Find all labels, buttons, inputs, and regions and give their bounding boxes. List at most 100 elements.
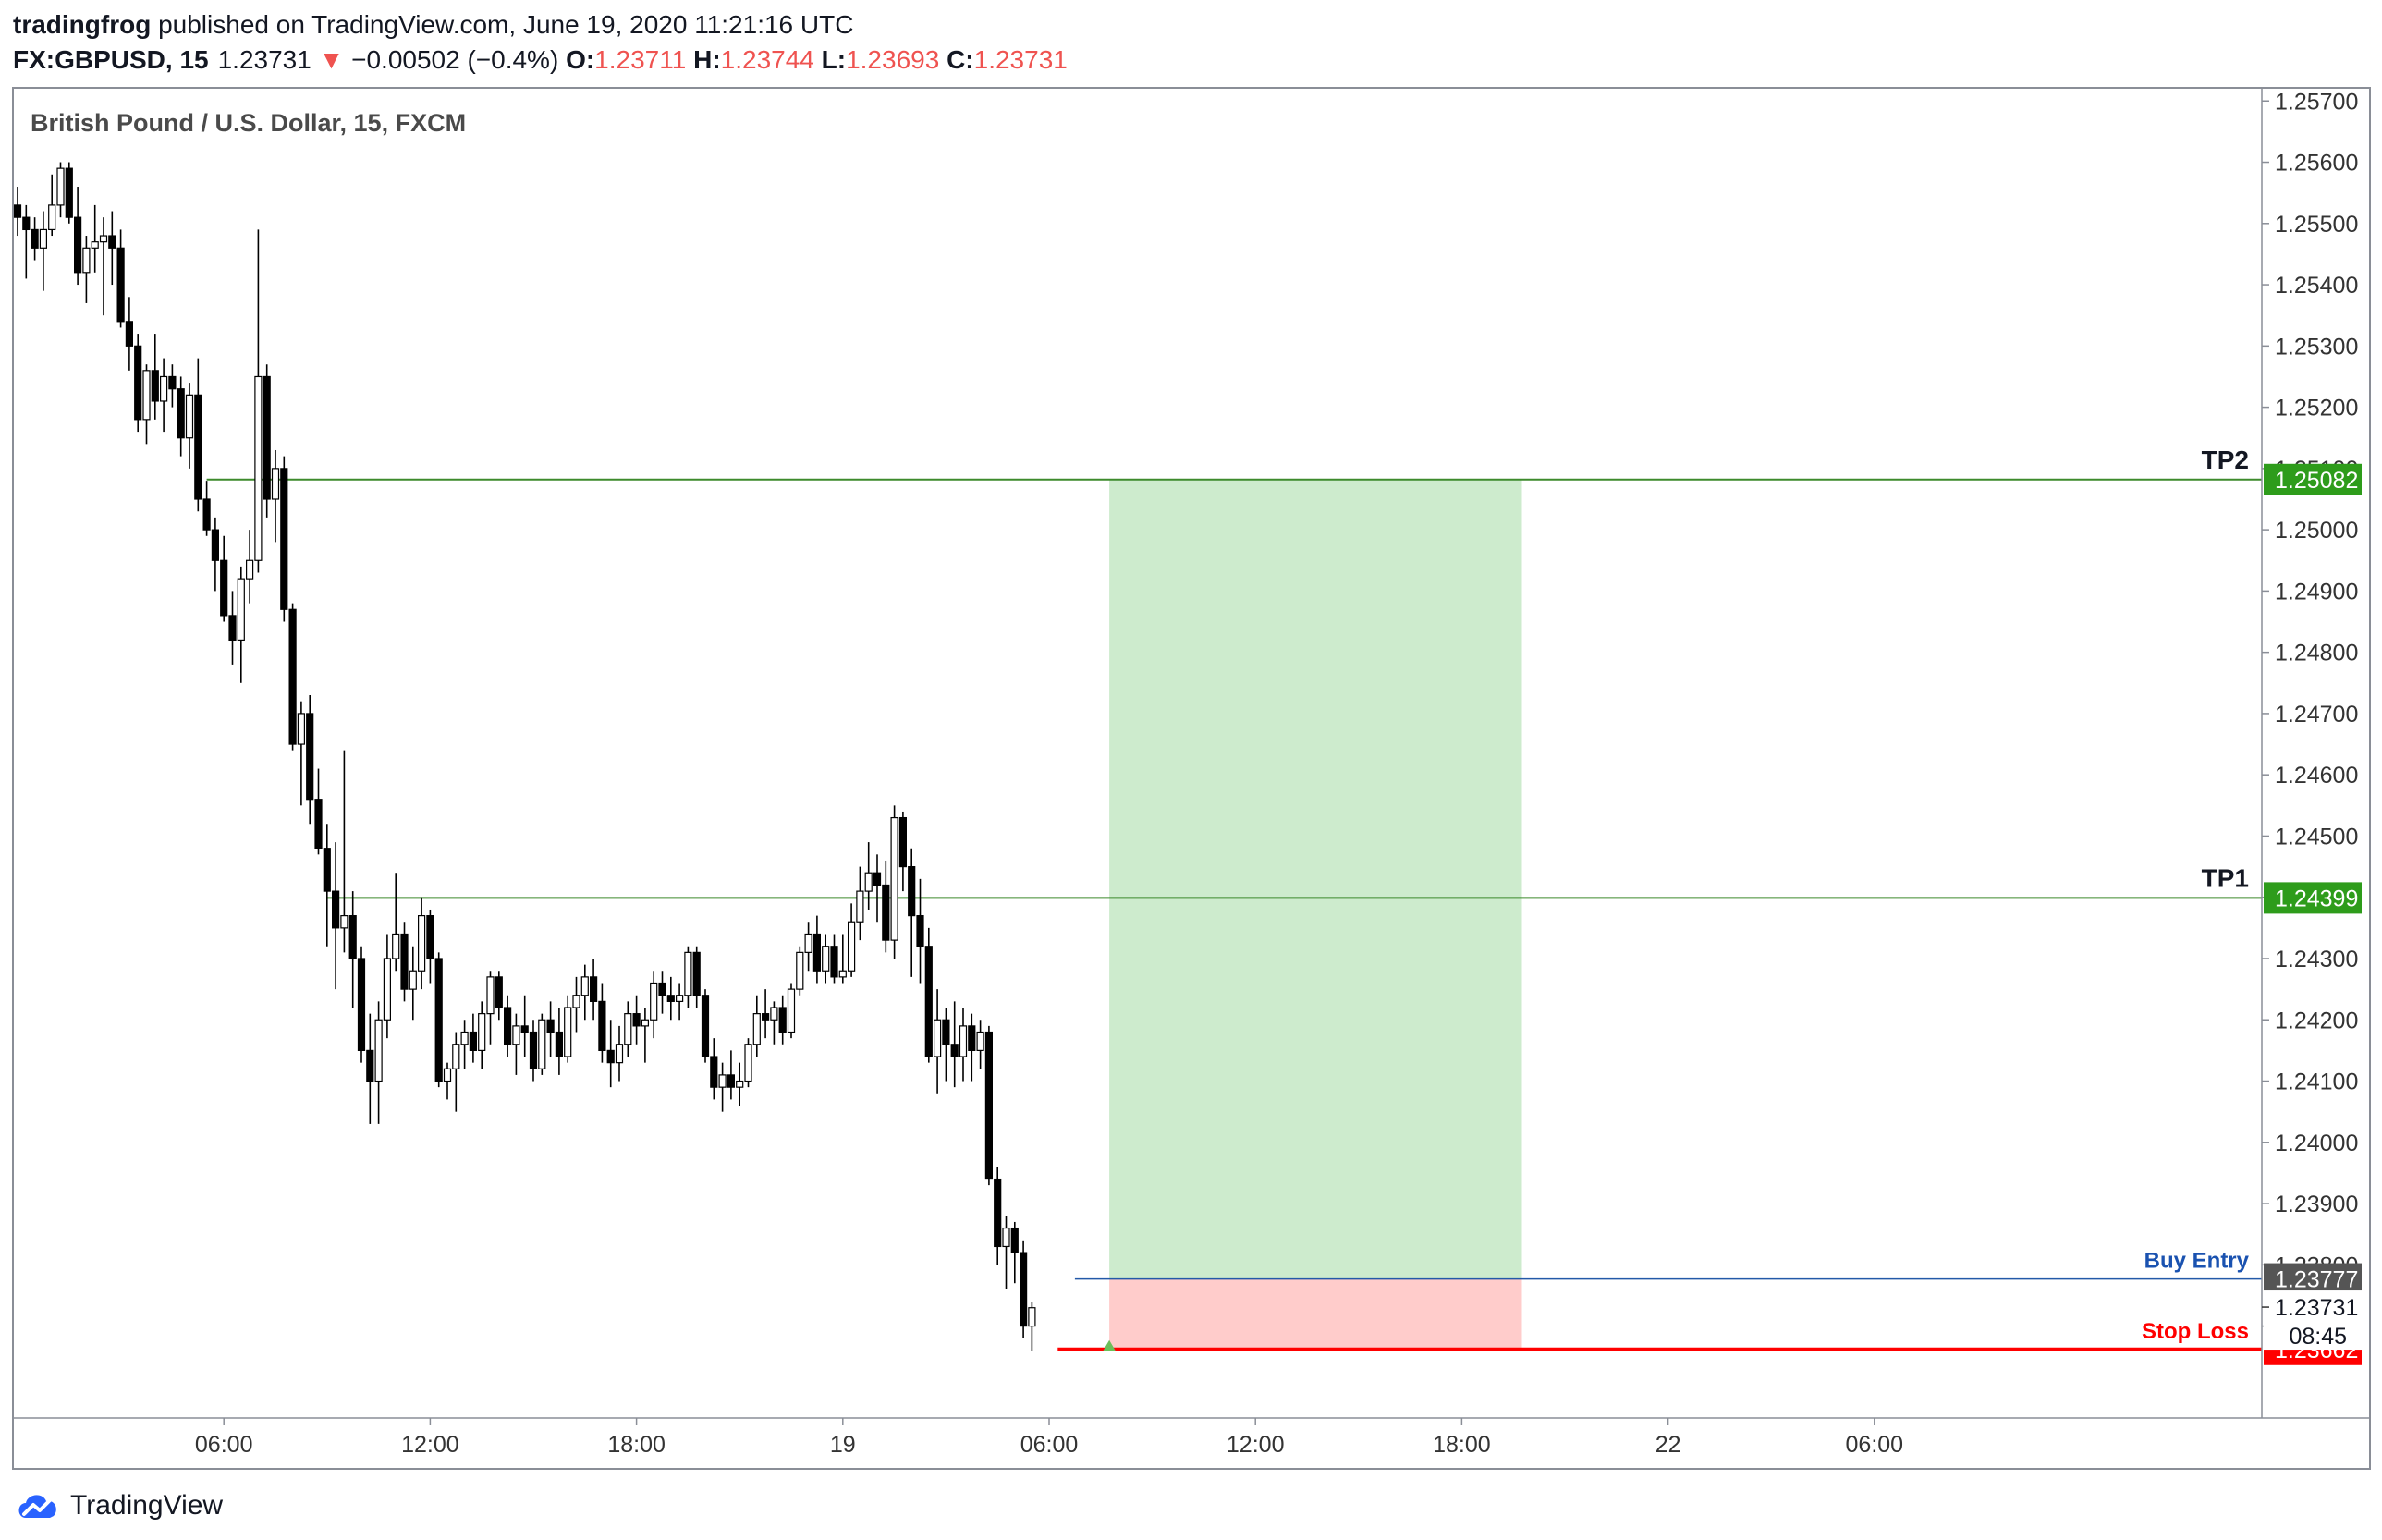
candle [1019, 1240, 1028, 1338]
price-chart[interactable]: 1.25700 1.25600 1.25500 1.25400 1.25300 1.252… [14, 89, 2369, 1468]
price-tick-label: 1.25200 [2275, 396, 2358, 422]
candle-body [692, 951, 701, 996]
candle [48, 174, 56, 237]
tradingview-brand[interactable]: TradingView [70, 1490, 224, 1521]
candle [202, 481, 211, 536]
candle [271, 449, 280, 543]
candle-body [134, 345, 142, 421]
candle [864, 842, 873, 910]
candle [14, 187, 22, 237]
candle [392, 873, 400, 972]
candle-body [529, 1031, 538, 1069]
price-tick-label: 1.24200 [2275, 1008, 2358, 1033]
candle [134, 334, 142, 433]
buy-entry-price-badge-text: 1.23777 [2275, 1267, 2358, 1293]
candle-body [409, 970, 417, 990]
candle-body [220, 559, 228, 617]
candle-body [615, 1044, 624, 1064]
candle [606, 1020, 615, 1088]
candle [882, 860, 890, 953]
candle-body [452, 1044, 460, 1069]
author-name[interactable]: tradingfrog [13, 10, 152, 39]
tradingview-logo-icon [18, 1495, 56, 1518]
candle-body [924, 946, 933, 1057]
price-tick-label: 1.25600 [2275, 151, 2358, 177]
candle-body [194, 394, 202, 500]
candle-body [357, 958, 366, 1051]
candle-body [898, 816, 908, 868]
candle [778, 995, 787, 1045]
candle [572, 976, 580, 1033]
candle-body [520, 1025, 529, 1033]
time-tick-label: 06:00 [1020, 1432, 1079, 1458]
candle [710, 1038, 718, 1100]
candle [942, 1008, 950, 1082]
candle [503, 995, 512, 1057]
candle [546, 1001, 555, 1057]
candle [297, 701, 305, 806]
candle-body [116, 247, 125, 323]
candle-body [838, 970, 847, 978]
price-tick-label: 1.25700 [2275, 89, 2358, 115]
chart-title: British Pound / U.S. Dollar, 15, FXCM [31, 109, 466, 137]
candle [65, 162, 73, 224]
candle-body [332, 890, 340, 929]
tp1-label: TP1 [2202, 863, 2249, 892]
candle-body [658, 982, 666, 996]
candle [357, 946, 366, 1063]
candle-body [91, 241, 99, 249]
candle [332, 842, 340, 990]
candle [658, 971, 666, 1014]
candle [873, 854, 882, 923]
candle-body [288, 608, 297, 745]
candle-body [366, 1049, 374, 1082]
candle-body [864, 872, 873, 892]
candle-body [624, 1013, 632, 1045]
candle-body [882, 884, 890, 941]
candle-body [478, 1013, 486, 1051]
candle-body [323, 848, 331, 892]
candle-body [486, 976, 495, 1015]
candle-body [950, 1044, 959, 1057]
price-tick-label: 1.24600 [2275, 763, 2358, 788]
candle [692, 946, 701, 1008]
candle [632, 995, 641, 1045]
candle [366, 1013, 374, 1124]
candle-body [73, 216, 82, 274]
candle-body [890, 816, 898, 941]
close-label: C: [947, 45, 974, 74]
candle-body [812, 933, 822, 972]
price-tick-label: 1.23900 [2275, 1192, 2358, 1217]
candle-body [589, 976, 598, 1002]
time-tick-label: 18:00 [1433, 1432, 1491, 1458]
footer: TradingView [15, 1483, 223, 1529]
price-tick-label: 1.24100 [2275, 1069, 2358, 1095]
candle-body [736, 1080, 744, 1088]
close-value: 1.23731 [973, 45, 1068, 74]
candle [908, 848, 916, 977]
candle [812, 915, 822, 984]
candle-body [512, 1025, 520, 1045]
candle [976, 1020, 984, 1069]
high-label: H: [693, 45, 721, 74]
candle-body [125, 321, 134, 347]
candle [246, 530, 254, 604]
buy-entry-price-badge [2264, 1263, 2362, 1295]
candle-body [804, 933, 812, 953]
candle-body [39, 228, 47, 249]
candle [443, 1062, 452, 1100]
candle [615, 1025, 624, 1082]
low-label: L: [821, 45, 847, 74]
last-price-text: 1.23731 [2275, 1295, 2358, 1321]
publication-header: tradingfrog published on TradingView.com… [13, 7, 2361, 78]
price-tick-label: 1.24900 [2275, 579, 2358, 605]
candle [598, 983, 606, 1063]
candle-body [434, 958, 443, 1082]
candle [538, 1013, 546, 1075]
candle-body [1028, 1307, 1036, 1327]
candle-body [460, 1031, 469, 1045]
candle-body [606, 1049, 615, 1064]
candle [314, 768, 323, 855]
candle-body [847, 921, 856, 972]
open-value: 1.23711 [594, 45, 687, 74]
